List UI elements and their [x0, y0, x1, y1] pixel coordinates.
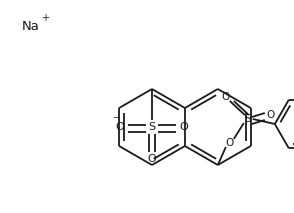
Text: O: O — [180, 122, 188, 132]
Text: −: − — [113, 114, 119, 122]
Text: O: O — [222, 92, 230, 102]
Text: O: O — [148, 154, 156, 164]
Text: O: O — [226, 138, 234, 148]
Text: S: S — [245, 114, 251, 124]
Text: S: S — [148, 122, 156, 132]
Text: O: O — [267, 110, 275, 120]
Text: Na: Na — [22, 20, 40, 33]
Text: +: + — [41, 13, 49, 23]
Text: O: O — [116, 122, 124, 132]
